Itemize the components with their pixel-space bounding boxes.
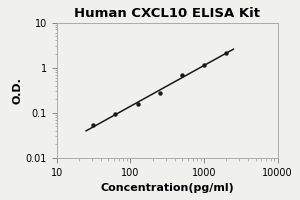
X-axis label: Concentration(pg/ml): Concentration(pg/ml) (100, 183, 234, 193)
Y-axis label: O.D.: O.D. (13, 77, 23, 104)
Title: Human CXCL10 ELISA Kit: Human CXCL10 ELISA Kit (74, 7, 260, 20)
